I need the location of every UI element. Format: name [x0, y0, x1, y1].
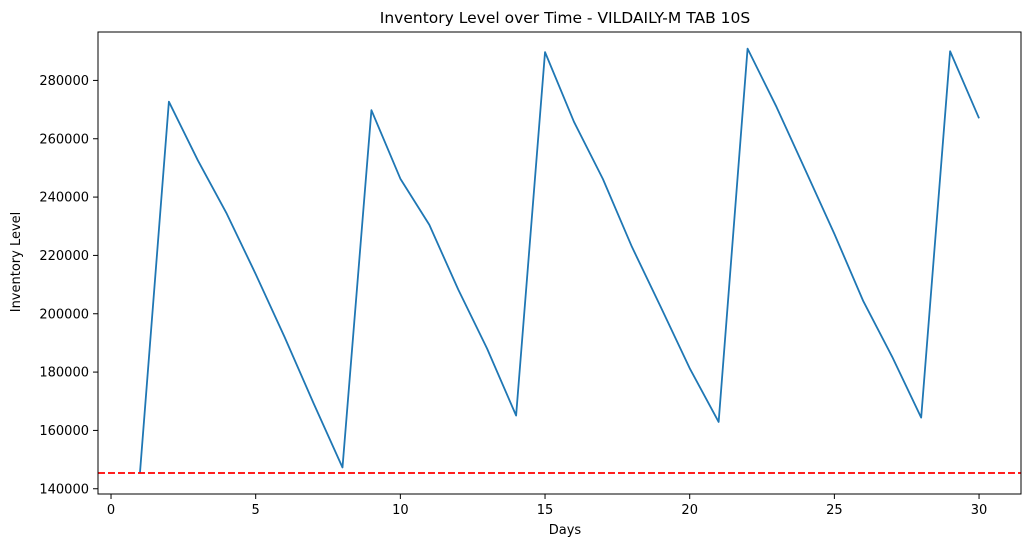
y-tick-label-260000: 260000 — [39, 132, 89, 147]
y-axis-label: Inventory Level — [9, 212, 24, 313]
x-tick-label-5: 5 — [252, 503, 260, 518]
x-tick-label-30: 30 — [971, 503, 988, 518]
axes: 0 5 10 15 20 25 30 140000 160000 180000 200000 2200… — [39, 31, 1022, 518]
y-tick-label-200000: 200000 — [39, 307, 89, 322]
x-axis-label: Days — [549, 523, 582, 538]
x-tick-label-15: 15 — [537, 503, 554, 518]
series-line-0 — [139, 47, 980, 474]
y-tick-label-220000: 220000 — [39, 249, 89, 264]
y-tick-label-140000: 140000 — [39, 482, 89, 497]
chart-title: Inventory Level over Time - VILDAILY-M T… — [380, 9, 750, 27]
x-tick-label-20: 20 — [681, 503, 698, 518]
y-tick-label-240000: 240000 — [39, 191, 89, 206]
plot-area — [98, 47, 1021, 474]
y-tick-label-180000: 180000 — [39, 366, 89, 381]
y-tick-label-160000: 160000 — [39, 424, 89, 439]
x-tick-label-0: 0 — [107, 503, 115, 518]
x-tick-label-10: 10 — [392, 503, 409, 518]
y-tick-label-280000: 280000 — [39, 74, 89, 89]
x-tick-label-25: 25 — [826, 503, 843, 518]
plot-frame — [97, 31, 1022, 495]
